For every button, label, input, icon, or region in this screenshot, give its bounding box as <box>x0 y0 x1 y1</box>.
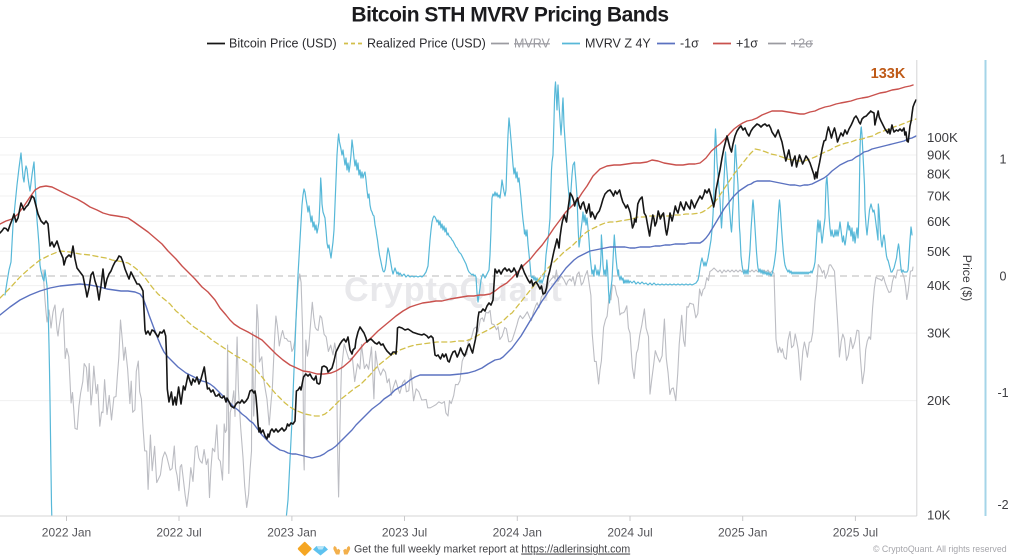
svg-text:100K: 100K <box>927 130 958 145</box>
svg-text:1: 1 <box>1000 153 1007 167</box>
svg-text:60K: 60K <box>927 214 951 229</box>
svg-text:Bitcoin Price (USD): Bitcoin Price (USD) <box>229 37 337 51</box>
svg-text:2023 Jan: 2023 Jan <box>267 526 316 540</box>
svg-text:Price ($): Price ($) <box>960 255 974 301</box>
svg-text:CryptoQuant: CryptoQuant <box>344 271 563 309</box>
svg-text:MVRV Z 4Y: MVRV Z 4Y <box>585 37 651 51</box>
svg-text:Bitcoin STH MVRV Pricing Bands: Bitcoin STH MVRV Pricing Bands <box>351 4 668 27</box>
svg-text:20K: 20K <box>927 393 951 408</box>
svg-text:Get the full weekly market rep: Get the full weekly market report at htt… <box>354 544 630 556</box>
svg-text:-2: -2 <box>997 498 1008 512</box>
svg-text:2023 Jul: 2023 Jul <box>382 526 427 540</box>
svg-text:-1σ: -1σ <box>680 37 699 51</box>
svg-text:2025 Jul: 2025 Jul <box>833 526 878 540</box>
svg-text:133K: 133K <box>871 66 906 82</box>
svg-text:2022 Jul: 2022 Jul <box>156 526 201 540</box>
svg-text:30K: 30K <box>927 326 951 341</box>
svg-text:70K: 70K <box>927 189 951 204</box>
svg-text:+2σ: +2σ <box>791 37 813 51</box>
svg-text:50K: 50K <box>927 244 951 259</box>
svg-text:2022 Jan: 2022 Jan <box>42 526 91 540</box>
svg-text:2024 Jan: 2024 Jan <box>493 526 542 540</box>
svg-text:+1σ: +1σ <box>736 37 758 51</box>
svg-text:© CryptoQuant. All rights rese: © CryptoQuant. All rights reserved <box>873 544 1007 554</box>
svg-text:Realized Price (USD): Realized Price (USD) <box>367 37 486 51</box>
svg-text:2024 Jul: 2024 Jul <box>607 526 652 540</box>
svg-text:-1: -1 <box>997 386 1008 400</box>
svg-text:MVRV: MVRV <box>514 37 551 51</box>
svg-text:10K: 10K <box>927 508 951 523</box>
svg-text:2025 Jan: 2025 Jan <box>718 526 767 540</box>
svg-text:40K: 40K <box>927 278 951 293</box>
svg-text:90K: 90K <box>927 148 951 163</box>
svg-text:0: 0 <box>1000 270 1007 284</box>
svg-text:80K: 80K <box>927 167 951 182</box>
